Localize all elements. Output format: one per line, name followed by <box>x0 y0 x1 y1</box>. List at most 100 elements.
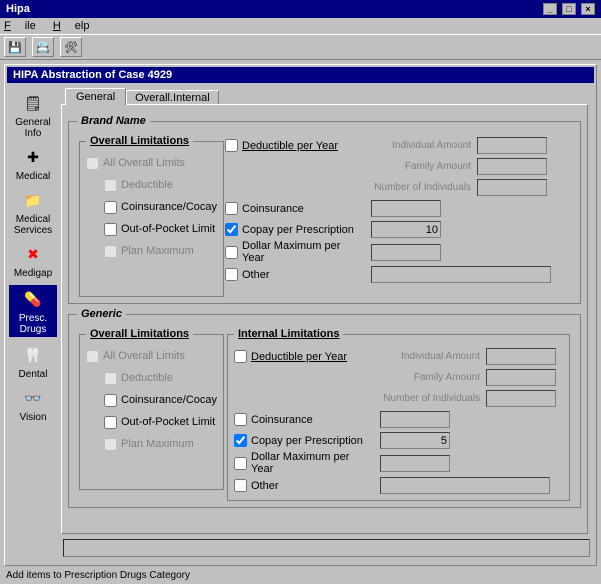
inner-statusbar <box>63 539 590 557</box>
minimize-button[interactable]: _ <box>543 3 557 15</box>
brand-all-overall-label: All Overall Limits <box>103 157 185 169</box>
sidebar-label-5: Dental <box>9 369 57 380</box>
brand-overall-limitations: Overall Limitations All Overall Limits D… <box>79 135 224 297</box>
brand-planmax-checkbox[interactable] <box>104 245 117 258</box>
generic-ded-year-label: Deductible per Year <box>251 351 347 363</box>
tab-general[interactable]: General <box>65 88 126 105</box>
menubar: File Help <box>0 18 601 34</box>
generic-dollar-max-checkbox[interactable] <box>234 457 247 470</box>
generic-all-overall-checkbox[interactable] <box>86 350 99 363</box>
sidebar-icon-2: 📁 <box>19 188 47 212</box>
generic-ded-year-checkbox[interactable] <box>234 350 247 363</box>
sidebar-icon-6: 👓 <box>19 386 47 410</box>
save-icon: 💾 <box>8 41 22 54</box>
generic-num-indiv-field[interactable] <box>486 390 556 407</box>
panel-title: HIPA Abstraction of Case 4929 <box>7 67 594 83</box>
menu-file[interactable]: File <box>4 20 36 32</box>
sidebar-label-4: Presc.Drugs <box>9 313 57 335</box>
brand-coins-cocay-label: Coinsurance/Cocay <box>121 201 217 213</box>
generic-other-checkbox[interactable] <box>234 479 247 492</box>
brand-coinsurance-field[interactable] <box>371 200 441 217</box>
print-icon: 📇 <box>36 41 50 54</box>
generic-oop-label: Out-of-Pocket Limit <box>121 416 215 428</box>
brand-oop-checkbox[interactable] <box>104 223 117 236</box>
brand-dollar-max-checkbox[interactable] <box>225 246 238 259</box>
brand-coinsurance-checkbox[interactable] <box>225 202 238 215</box>
generic-dollar-max-field[interactable] <box>380 455 450 472</box>
toolbar-tools-button[interactable]: 🛠 <box>60 37 82 57</box>
toolbar-save-button[interactable]: 💾 <box>4 37 26 57</box>
outer-panel: HIPA Abstraction of Case 4929 🗒GeneralIn… <box>4 64 597 566</box>
brand-copay-rx-label: Copay per Prescription <box>242 224 354 236</box>
generic-other-field[interactable] <box>380 477 550 494</box>
sidebar-item-5[interactable]: 🦷Dental <box>9 343 57 380</box>
generic-copay-rx-checkbox[interactable] <box>234 434 247 447</box>
sidebar-icon-3: ✖ <box>19 242 47 266</box>
generic-all-overall-label: All Overall Limits <box>103 350 185 362</box>
generic-indiv-amount-label: Individual Amount <box>380 351 480 362</box>
generic-coinsurance-checkbox[interactable] <box>234 413 247 426</box>
generic-coins-cocay-checkbox[interactable] <box>104 394 117 407</box>
sidebar: 🗒GeneralInfo ✚ Medical 📁MedicalServices ✖ Med… <box>7 87 59 561</box>
brand-ded-year-checkbox[interactable] <box>225 139 238 152</box>
generic-coinsurance-label: Coinsurance <box>251 414 313 426</box>
window-controls: _ □ × <box>541 2 595 16</box>
generic-coinsurance-field[interactable] <box>380 411 450 428</box>
generic-copay-rx-field[interactable] <box>380 432 450 449</box>
brand-coins-cocay-checkbox[interactable] <box>104 201 117 214</box>
sidebar-item-0[interactable]: 🗒GeneralInfo <box>9 91 57 139</box>
brand-num-indiv-field[interactable] <box>477 179 547 196</box>
brand-other-field[interactable] <box>371 266 551 283</box>
generic-overall-legend: Overall Limitations <box>86 328 193 340</box>
generic-family-amount-field[interactable] <box>486 369 556 386</box>
generic-family-amount-label: Family Amount <box>380 372 480 383</box>
sidebar-label-3: Medigap <box>9 268 57 279</box>
brand-family-amount-label: Family Amount <box>371 161 471 172</box>
generic-deductible-checkbox[interactable] <box>104 372 117 385</box>
sidebar-item-6[interactable]: 👓 Vision <box>9 386 57 423</box>
toolbar: 💾 📇 🛠 <box>0 34 601 60</box>
sidebar-item-4[interactable]: 💊Presc.Drugs <box>9 285 57 337</box>
sidebar-icon-1: ✚ <box>19 145 47 169</box>
brand-dollar-max-field[interactable] <box>371 244 441 261</box>
generic-indiv-amount-field[interactable] <box>486 348 556 365</box>
brand-all-overall-checkbox[interactable] <box>86 157 99 170</box>
brand-planmax-label: Plan Maximum <box>121 245 194 257</box>
brand-family-amount-field[interactable] <box>477 158 547 175</box>
generic-num-indiv-label: Number of Individuals <box>380 393 480 404</box>
sidebar-label-1: Medical <box>9 171 57 182</box>
window-title: Hipa <box>6 2 30 16</box>
sidebar-icon-0: 🗒 <box>19 91 47 115</box>
toolbar-print-button[interactable]: 📇 <box>32 37 54 57</box>
close-button[interactable]: × <box>581 3 595 15</box>
brand-other-checkbox[interactable] <box>225 268 238 281</box>
generic-copay-rx-label: Copay per Prescription <box>251 435 363 447</box>
brand-deductible-checkbox[interactable] <box>104 179 117 192</box>
brand-oop-label: Out-of-Pocket Limit <box>121 223 215 235</box>
brand-legend: Brand Name <box>77 115 150 127</box>
brand-indiv-amount-field[interactable] <box>477 137 547 154</box>
brand-copay-rx-field[interactable] <box>371 221 441 238</box>
sidebar-label-0: GeneralInfo <box>9 117 57 139</box>
brand-indiv-amount-label: Individual Amount <box>371 140 471 151</box>
brand-coinsurance-label: Coinsurance <box>242 203 304 215</box>
sidebar-label-2: MedicalServices <box>9 214 57 236</box>
brand-ded-year-label: Deductible per Year <box>242 140 338 152</box>
sidebar-item-1[interactable]: ✚ Medical <box>9 145 57 182</box>
menu-help[interactable]: Help <box>53 20 90 32</box>
tools-icon: 🛠 <box>64 41 78 54</box>
generic-coins-cocay-label: Coinsurance/Cocay <box>121 394 217 406</box>
tab-panel-general: Brand Name Overall Limitations All Overa… <box>61 104 588 534</box>
maximize-button[interactable]: □ <box>562 3 576 15</box>
generic-planmax-checkbox[interactable] <box>104 438 117 451</box>
brand-copay-rx-checkbox[interactable] <box>225 223 238 236</box>
generic-internal-limitations: Internal Limitations Deductible per Year… <box>227 328 570 501</box>
brand-other-label: Other <box>242 269 270 281</box>
generic-overall-limitations: Overall Limitations All Overall Limits D… <box>79 328 224 490</box>
sidebar-item-3[interactable]: ✖ Medigap <box>9 242 57 279</box>
sidebar-item-2[interactable]: 📁MedicalServices <box>9 188 57 236</box>
generic-oop-checkbox[interactable] <box>104 416 117 429</box>
sidebar-label-6: Vision <box>9 412 57 423</box>
main-panel: General Overall.Internal Brand Name Over… <box>59 87 594 561</box>
content-area: 🗒GeneralInfo ✚ Medical 📁MedicalServices ✖ Med… <box>7 87 594 561</box>
